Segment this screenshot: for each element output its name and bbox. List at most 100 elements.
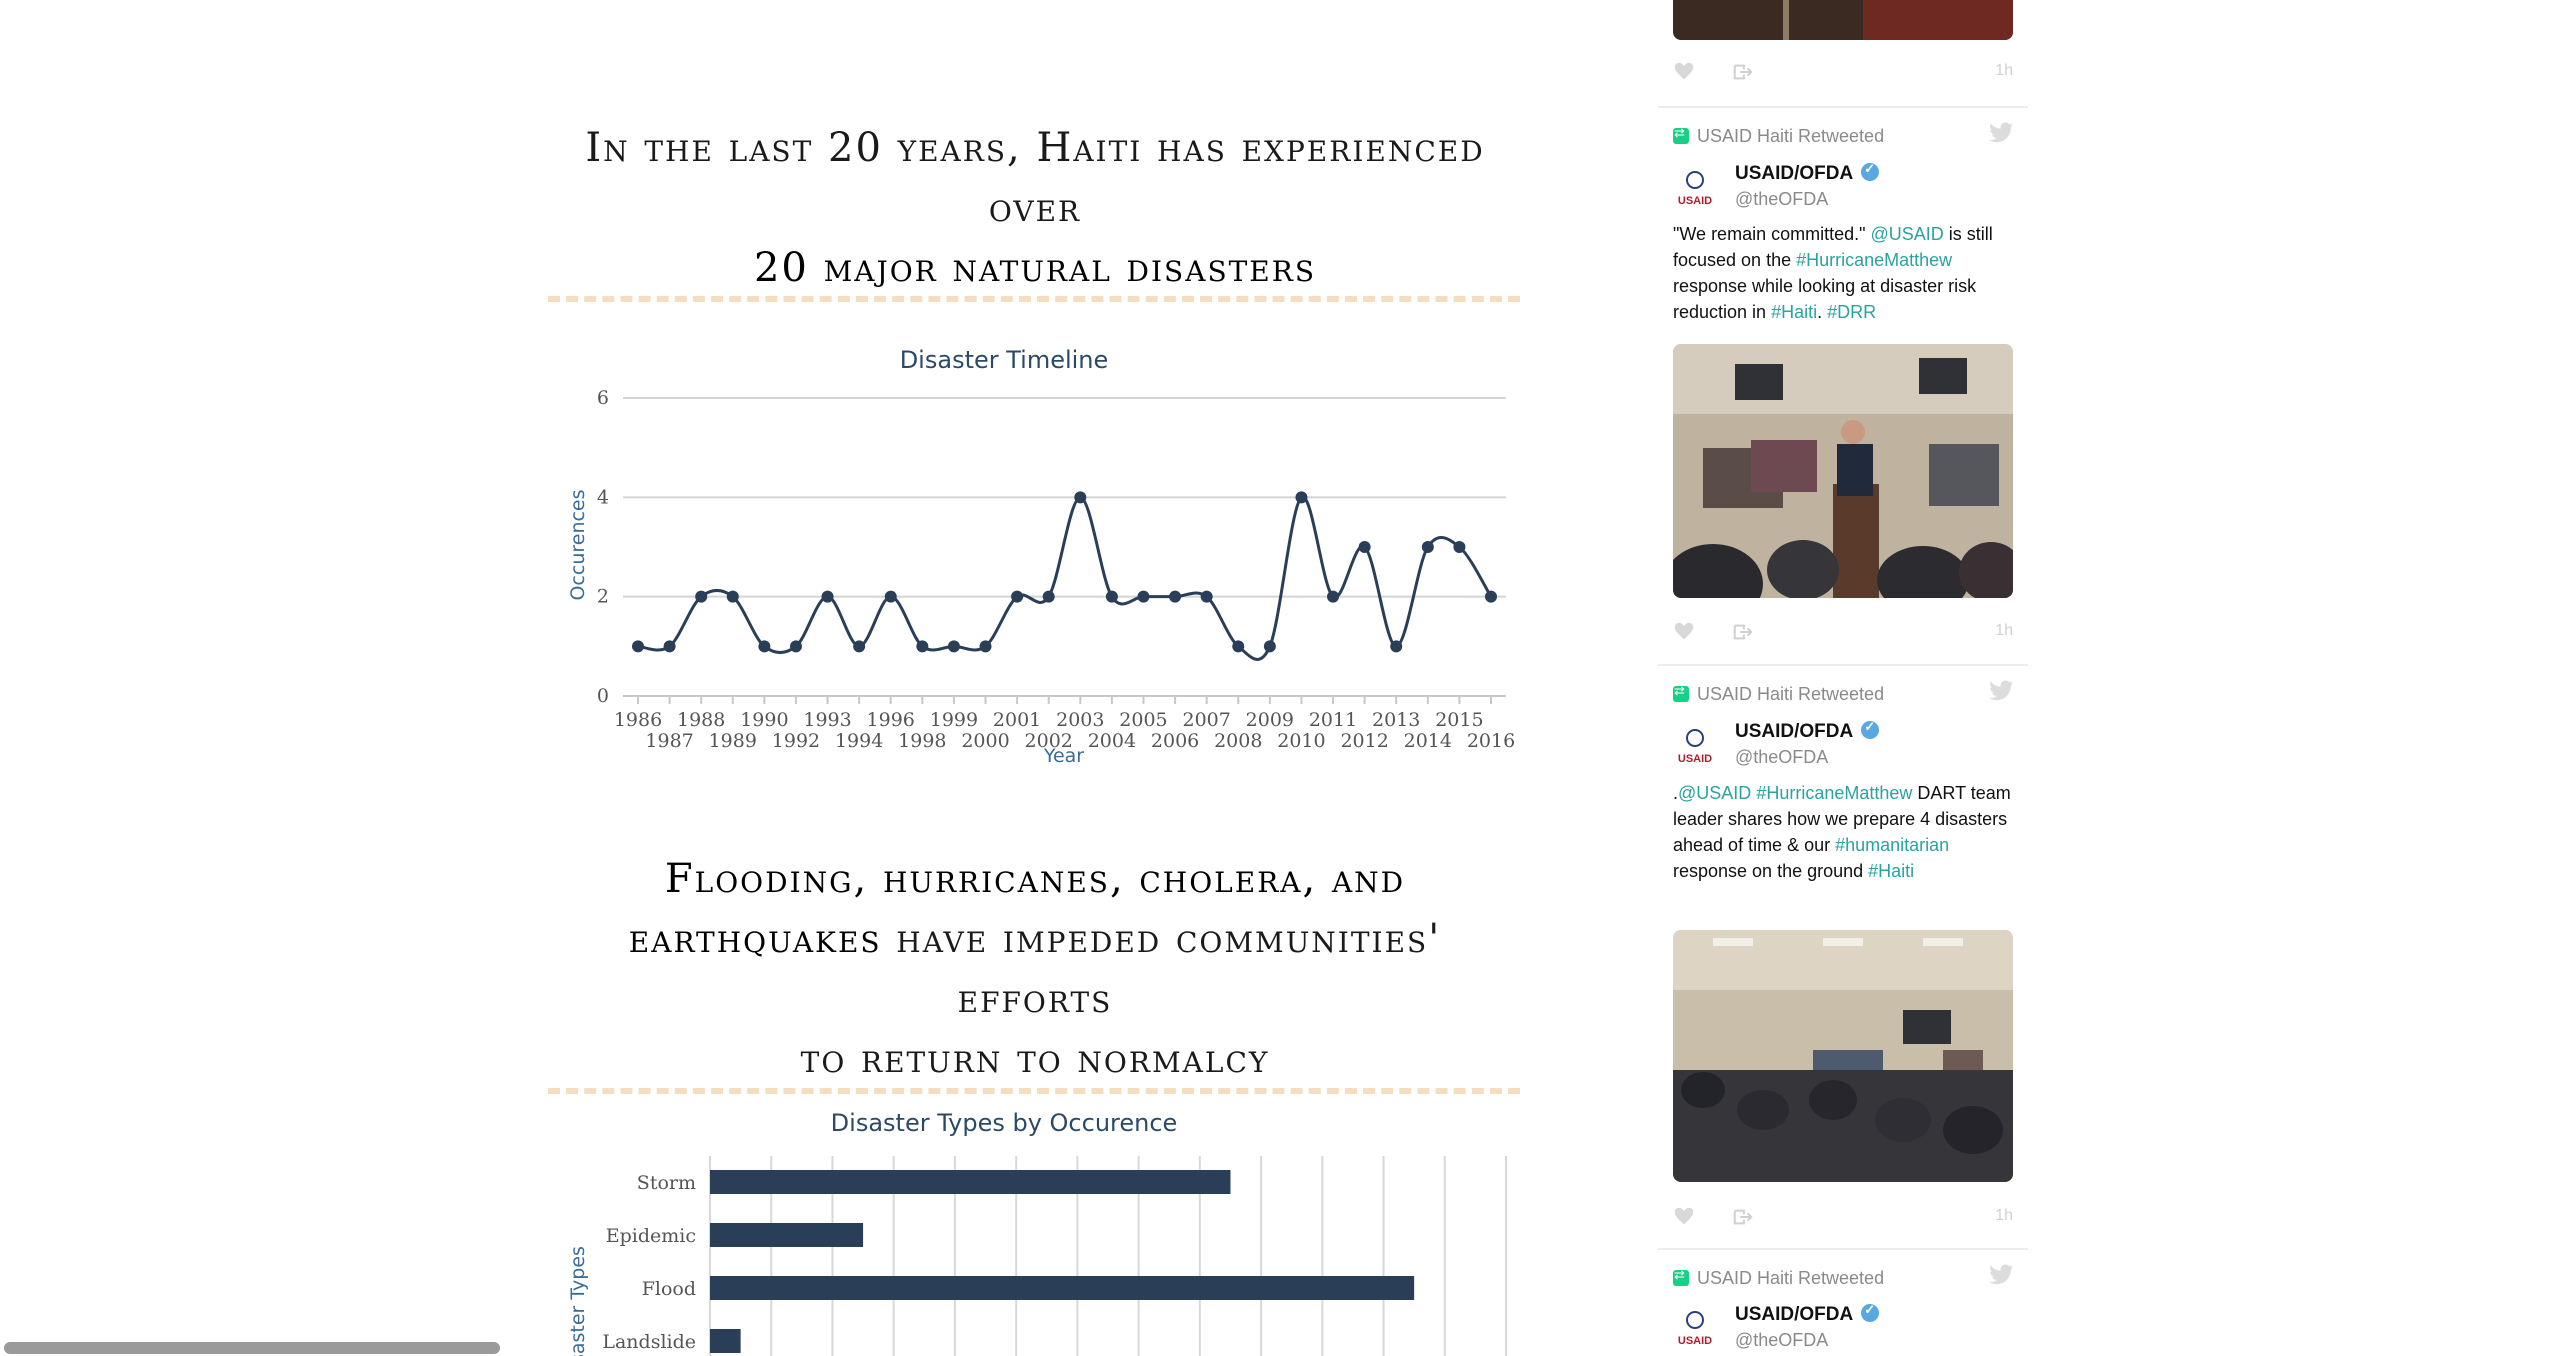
data-point[interactable] xyxy=(632,640,644,653)
data-point[interactable] xyxy=(1011,590,1024,603)
heart-icon[interactable] xyxy=(1673,60,1695,82)
tweet-text-segment: "We remain committed." xyxy=(1673,224,1871,244)
twitter-bird-icon[interactable] xyxy=(1988,680,2014,702)
data-point[interactable] xyxy=(789,640,802,653)
tweet-photo[interactable] xyxy=(1673,930,2013,1182)
y-tick-label: 6 xyxy=(597,387,609,409)
data-point[interactable] xyxy=(1169,590,1182,603)
twitter-bird-icon[interactable] xyxy=(1988,1264,2014,1286)
hashtag-link[interactable]: #Haiti xyxy=(1771,302,1818,322)
tweet-text-segment: DART team leader shares how we prepare 4… xyxy=(1673,783,2011,855)
heart-icon[interactable] xyxy=(1673,620,1695,642)
tweet-author-name[interactable]: USAID/OFDA xyxy=(1735,161,1880,185)
y-axis-title: Disaster Types xyxy=(567,1246,589,1356)
x-tick-label: 1994 xyxy=(835,730,883,752)
x-tick-label: 2010 xyxy=(1277,730,1325,752)
x-tick-label: 2011 xyxy=(1309,709,1357,731)
data-point[interactable] xyxy=(758,640,771,653)
tweet-text-segment: is still focused on the xyxy=(1673,224,1993,270)
x-tick-label: 1988 xyxy=(677,709,725,731)
x-tick-label: 2016 xyxy=(1467,730,1515,752)
data-point[interactable] xyxy=(1358,541,1371,553)
data-point[interactable] xyxy=(695,590,708,603)
tweet-actions: 1h xyxy=(1673,1205,2013,1229)
x-tick-label: 2004 xyxy=(1088,730,1136,752)
data-point[interactable] xyxy=(1200,590,1213,603)
tweet-text: .@USAID #HurricaneMatthew DART team lead… xyxy=(1673,780,2018,884)
mention-link[interactable]: @USAID xyxy=(1678,783,1752,803)
data-point[interactable] xyxy=(726,590,739,603)
data-point[interactable] xyxy=(1295,491,1308,504)
data-point[interactable] xyxy=(947,640,960,653)
horizontal-scrollbar[interactable] xyxy=(4,1342,500,1354)
x-tick-label: 2001 xyxy=(993,709,1041,731)
share-icon[interactable] xyxy=(1731,1206,1755,1228)
avatar[interactable]: USAID xyxy=(1673,1304,1717,1348)
tweet-author-handle[interactable]: @theOFDA xyxy=(1735,1330,1829,1350)
share-icon[interactable] xyxy=(1731,61,1755,83)
hashtag-link[interactable]: #HurricaneMatthew xyxy=(1796,250,1953,270)
data-point[interactable] xyxy=(979,640,992,653)
category-label: Storm xyxy=(637,1172,696,1194)
data-point[interactable] xyxy=(1137,590,1150,603)
x-tick-label: 2014 xyxy=(1404,730,1452,752)
twitter-bird-icon[interactable] xyxy=(1988,122,2014,144)
tweet-author-name[interactable]: USAID/OFDA xyxy=(1735,719,1880,743)
data-point[interactable] xyxy=(853,640,866,653)
tweet-photo[interactable] xyxy=(1673,0,2013,40)
hashtag-link[interactable]: #humanitarian xyxy=(1835,835,1950,855)
data-point[interactable] xyxy=(1485,590,1497,603)
data-point[interactable] xyxy=(1263,640,1276,653)
retweet-label[interactable]: USAID Haiti Retweeted xyxy=(1673,1267,1884,1289)
avatar[interactable]: USAID xyxy=(1673,722,1717,766)
tweet-photo[interactable] xyxy=(1673,344,2013,598)
hashtag-link[interactable]: #DRR xyxy=(1827,302,1877,322)
data-point[interactable] xyxy=(1232,640,1245,653)
heart-icon[interactable] xyxy=(1673,1205,1695,1227)
y-tick-label: 2 xyxy=(597,586,609,608)
data-point[interactable] xyxy=(1421,541,1434,553)
hashtag-link[interactable]: #HurricaneMatthew xyxy=(1756,783,1913,803)
data-point[interactable] xyxy=(916,640,929,653)
tweet-time[interactable]: 1h xyxy=(1995,62,2013,79)
data-point[interactable] xyxy=(1074,491,1087,504)
data-point[interactable] xyxy=(1453,541,1466,553)
retweet-label[interactable]: USAID Haiti Retweeted xyxy=(1673,683,1884,705)
tweet-time[interactable]: 1h xyxy=(1995,1207,2013,1224)
retweet-label[interactable]: USAID Haiti Retweeted xyxy=(1673,125,1884,147)
data-point[interactable] xyxy=(884,590,897,603)
tweet-text-segment: . xyxy=(1673,783,1679,803)
x-tick-label: 2003 xyxy=(1056,709,1104,731)
y-tick-label: 0 xyxy=(597,685,609,707)
share-icon[interactable] xyxy=(1731,621,1755,643)
tweet-author-handle[interactable]: @theOFDA xyxy=(1735,747,1829,767)
tweet-separator xyxy=(1658,106,2028,108)
bar[interactable] xyxy=(710,1223,864,1247)
tweet-author-name[interactable]: USAID/OFDA xyxy=(1735,1302,1880,1326)
hashtag-link[interactable]: #Haiti xyxy=(1868,861,1915,881)
svg-text:USAID: USAID xyxy=(1678,195,1712,207)
mention-link[interactable]: @USAID xyxy=(1870,224,1944,244)
x-axis-title: Year xyxy=(1043,745,1084,767)
tweet-time[interactable]: 1h xyxy=(1995,622,2013,639)
headline-strong-2: earthquakes xyxy=(628,916,882,962)
retweet-icon xyxy=(1673,1267,1689,1286)
tweet-author-handle[interactable]: @theOFDA xyxy=(1735,189,1829,209)
data-point[interactable] xyxy=(1327,590,1340,603)
x-tick-label: 2000 xyxy=(961,730,1009,752)
x-tick-label: 1987 xyxy=(645,730,693,752)
data-point[interactable] xyxy=(1042,590,1055,603)
bar[interactable] xyxy=(710,1170,1231,1194)
avatar[interactable]: USAID xyxy=(1673,164,1717,208)
data-point[interactable] xyxy=(1390,640,1403,653)
series-line xyxy=(637,495,1493,661)
x-tick-label: 1998 xyxy=(898,730,946,752)
data-point[interactable] xyxy=(663,640,676,653)
bar[interactable] xyxy=(710,1276,1415,1300)
x-tick-label: 1989 xyxy=(709,730,757,752)
bar[interactable] xyxy=(710,1329,741,1353)
headline-line-1: In the last 20 years, Haiti has experien… xyxy=(585,125,1485,231)
data-point[interactable] xyxy=(1105,590,1118,603)
data-point[interactable] xyxy=(821,590,834,603)
